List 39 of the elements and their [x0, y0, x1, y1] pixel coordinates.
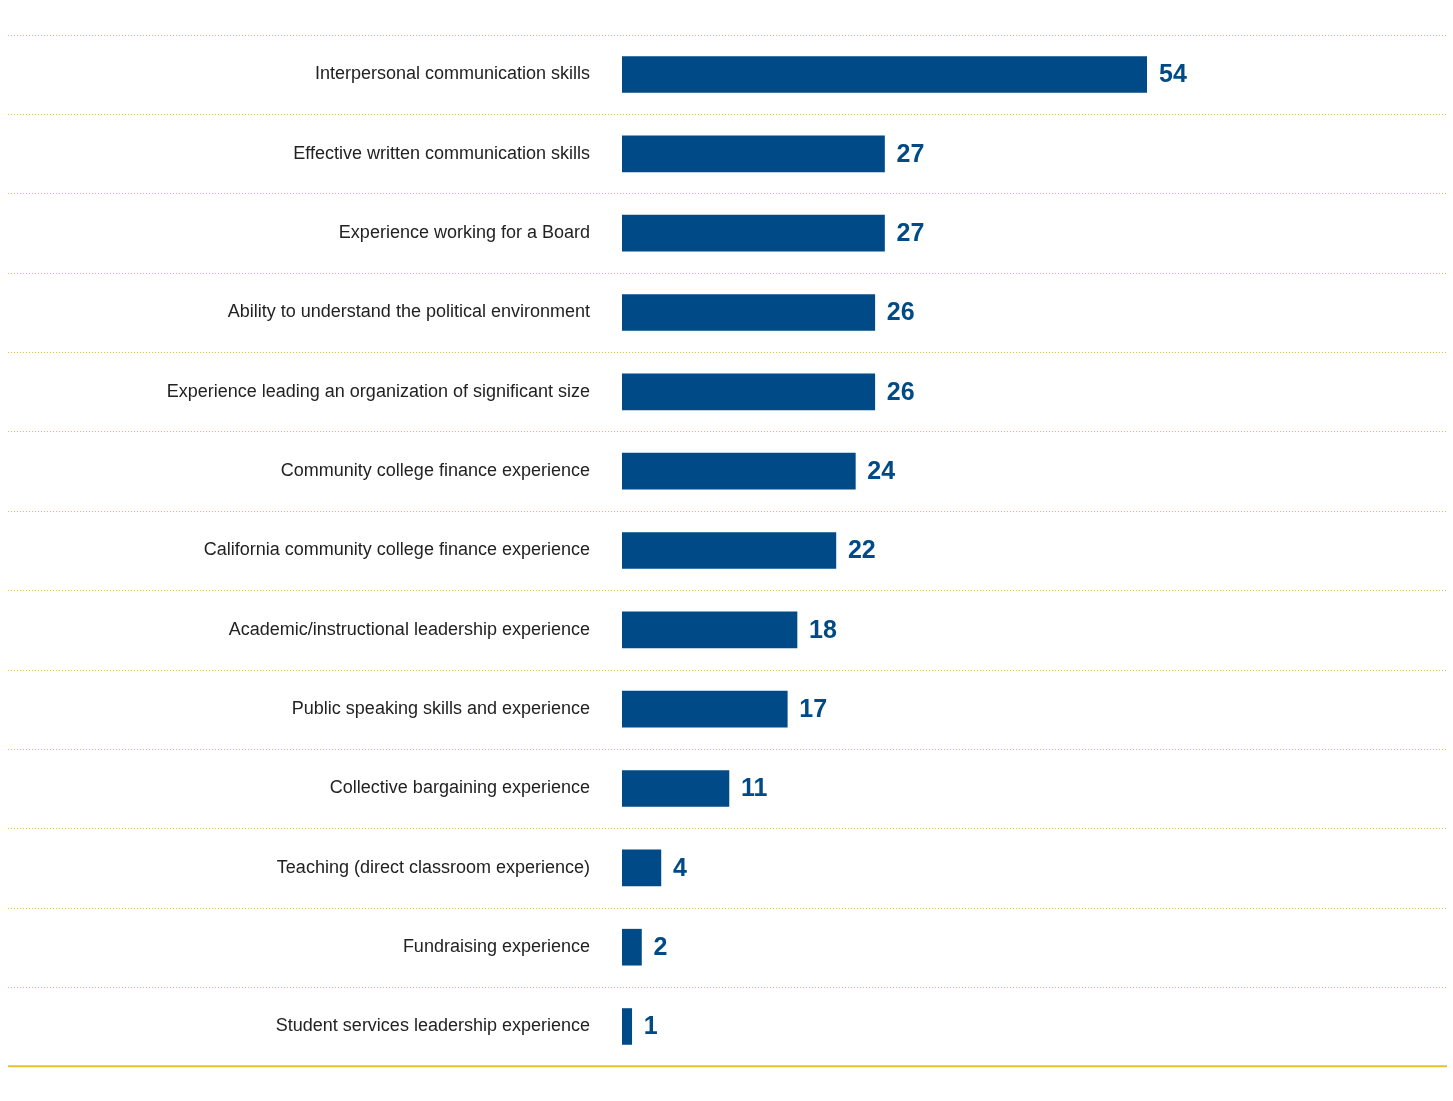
bar: [622, 770, 730, 807]
bar: [622, 56, 1147, 93]
data-label: 24: [867, 456, 896, 485]
data-label: 27: [896, 138, 925, 167]
y-tick-label: Fundraising experience: [402, 936, 590, 957]
data-label: 11: [740, 773, 768, 802]
bar: [622, 849, 662, 887]
y-tick-label: Student services leadership experience: [275, 1015, 590, 1036]
bar: [622, 1008, 633, 1045]
bar: [622, 135, 885, 173]
y-tick-label: Community college finance experience: [280, 460, 590, 481]
y-tick-label: Collective bargaining experience: [329, 777, 590, 798]
y-tick-label: Ability to understand the political environment: [227, 301, 590, 322]
y-tick-label: Teaching (direct classroom experience): [276, 856, 590, 877]
data-label: 2: [653, 932, 668, 961]
bar: [622, 532, 837, 569]
bar: [622, 214, 885, 252]
data-label: 22: [847, 535, 876, 564]
bar: [622, 690, 788, 728]
y-tick-label: Effective written communication skills: [293, 142, 590, 163]
bar: [622, 928, 642, 966]
bar: [622, 294, 876, 331]
bar: [622, 452, 856, 490]
data-label: 26: [886, 376, 915, 405]
data-label: 17: [799, 694, 828, 723]
data-label: 18: [809, 614, 837, 643]
y-tick-label: Interpersonal communication skills: [314, 63, 590, 84]
y-tick-label: California community college finance experience: [203, 539, 590, 560]
y-tick-label: Public speaking skills and experience: [291, 698, 590, 719]
bar: [622, 373, 876, 411]
data-label: 26: [886, 297, 915, 326]
data-label: 1: [643, 1011, 658, 1040]
data-label: 27: [896, 218, 925, 247]
y-tick-label: Experience working for a Board: [338, 222, 590, 243]
bar: [622, 611, 798, 649]
data-label: 54: [1159, 59, 1187, 88]
y-tick-label: Experience leading an organization of significant size: [166, 380, 590, 401]
y-tick-label: Academic/instructional leadership experience: [228, 618, 590, 639]
data-label: 4: [672, 852, 687, 881]
